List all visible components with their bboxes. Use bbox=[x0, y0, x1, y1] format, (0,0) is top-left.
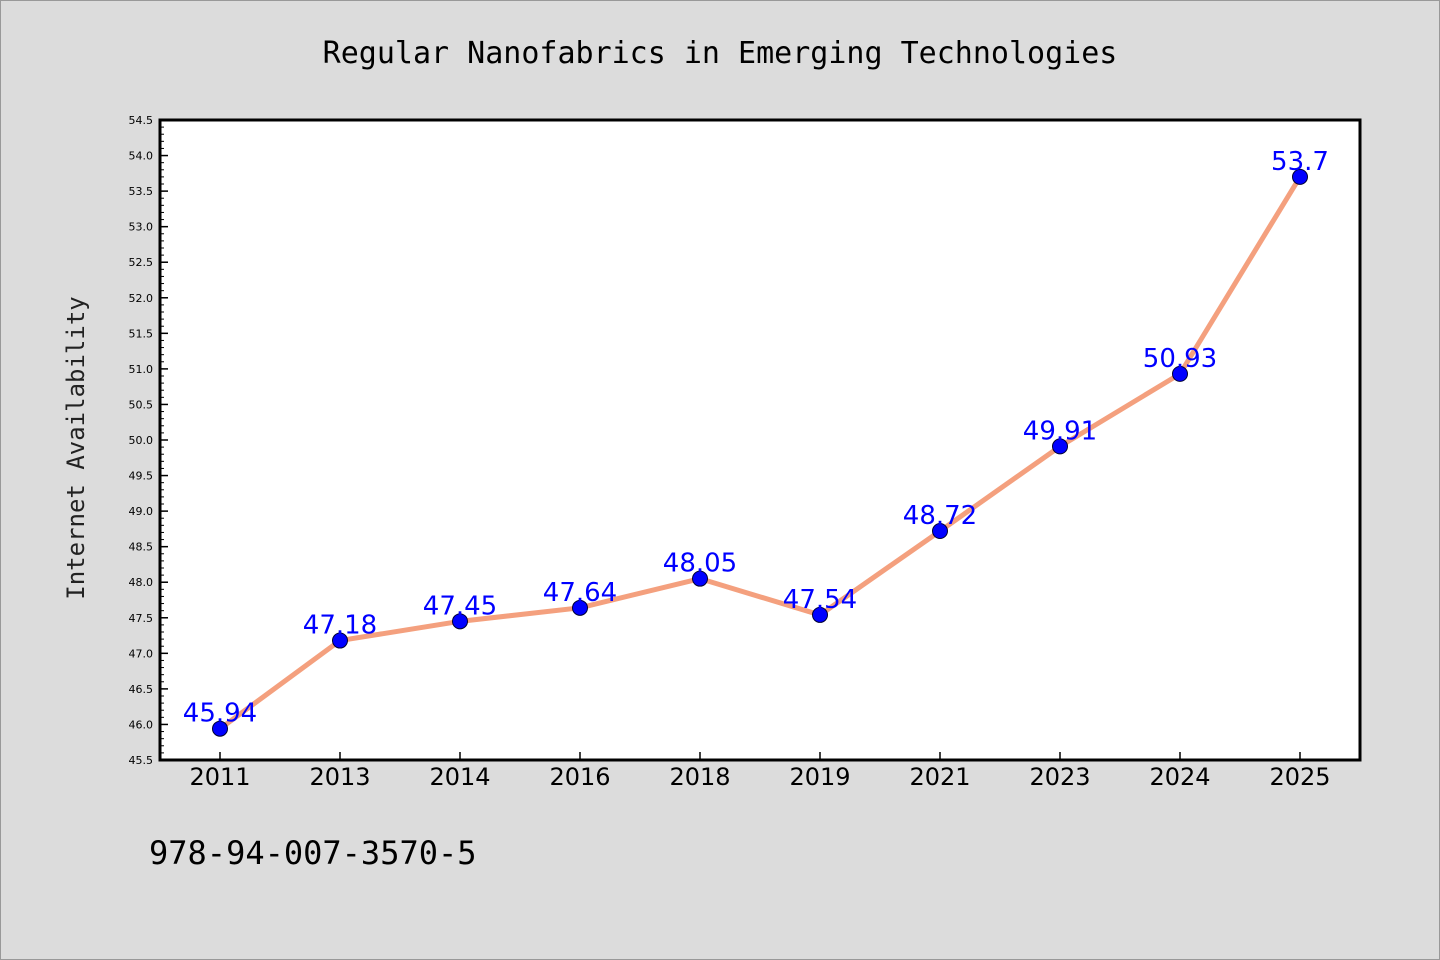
data-point bbox=[932, 523, 948, 540]
y-tick-label: 48.5 bbox=[129, 541, 154, 554]
x-tick-label: 2021 bbox=[909, 763, 970, 791]
x-tick-label: 2024 bbox=[1149, 763, 1210, 791]
series-line bbox=[217, 174, 1303, 732]
data-point bbox=[572, 599, 588, 616]
data-point bbox=[1172, 365, 1188, 382]
x-tick-label: 2023 bbox=[1029, 763, 1090, 791]
y-axis-label: Internet Availability bbox=[62, 296, 90, 599]
y-tick-label: 49.0 bbox=[129, 505, 154, 518]
y-minor-ticks bbox=[160, 119, 164, 761]
data-point bbox=[1292, 168, 1308, 185]
data-label: 47.64 bbox=[543, 578, 617, 608]
y-tick-label: 50.0 bbox=[129, 434, 154, 447]
x-tick-label: 2013 bbox=[309, 763, 370, 791]
x-tick-label: 2019 bbox=[789, 763, 850, 791]
data-label: 49.91 bbox=[1023, 416, 1097, 446]
y-tick-label: 54.0 bbox=[129, 150, 154, 163]
y-tick-label: 49.5 bbox=[129, 470, 154, 483]
x-tick-label: 2014 bbox=[429, 763, 490, 791]
data-labels: 45.94 47.18 47.45 47.64 48.05 47.54 48.72 49.91… bbox=[183, 147, 1329, 729]
footnote-isbn: 978-94-007-3570-5 bbox=[149, 834, 477, 872]
data-point bbox=[452, 613, 468, 630]
data-point bbox=[212, 720, 228, 737]
y-tick-label: 45.5 bbox=[129, 754, 154, 767]
y-tick-label: 53.0 bbox=[129, 221, 154, 234]
chart-title: Regular Nanofabrics in Emerging Technolo… bbox=[323, 36, 1118, 71]
data-label: 53.7 bbox=[1271, 147, 1329, 177]
data-point bbox=[332, 632, 348, 649]
data-point bbox=[692, 570, 708, 587]
y-tick-label: 47.0 bbox=[129, 647, 154, 660]
x-tick-label: 2018 bbox=[669, 763, 730, 791]
y-tick-label: 54.5 bbox=[129, 114, 154, 127]
x-tick-label: 2025 bbox=[1269, 763, 1330, 791]
y-tick-label: 51.0 bbox=[129, 363, 154, 376]
x-tick-label: 2016 bbox=[549, 763, 610, 791]
data-label: 47.54 bbox=[783, 585, 857, 615]
data-label: 45.94 bbox=[183, 699, 257, 729]
y-tick-label: 52.5 bbox=[129, 256, 154, 269]
data-label: 48.05 bbox=[663, 549, 737, 579]
data-point bbox=[812, 606, 828, 623]
y-axis-ticks: 45.5 46.0 46.5 47.0 47.5 48.0 48.5 49.0 49.5 50.0… bbox=[129, 114, 168, 767]
y-tick-label: 47.5 bbox=[129, 612, 154, 625]
data-label: 47.18 bbox=[303, 611, 377, 641]
series-group bbox=[212, 168, 1308, 737]
data-label: 50.93 bbox=[1143, 344, 1217, 374]
y-tick-label: 50.5 bbox=[129, 398, 154, 411]
data-point bbox=[1052, 438, 1068, 455]
y-tick-label: 46.0 bbox=[129, 718, 154, 731]
y-tick-label: 46.5 bbox=[129, 683, 154, 696]
x-axis-ticks: 2011 2013 2014 2016 2018 2019 2021 2023 2024 2025 bbox=[189, 752, 1331, 791]
y-tick-label: 51.5 bbox=[129, 327, 154, 340]
plot-area bbox=[158, 118, 1362, 762]
y-tick-label: 52.0 bbox=[129, 292, 154, 305]
y-tick-label: 48.0 bbox=[129, 576, 154, 589]
data-label: 47.45 bbox=[423, 591, 497, 621]
y-tick-label: 53.5 bbox=[129, 185, 154, 198]
x-tick-label: 2011 bbox=[189, 763, 250, 791]
data-label: 48.72 bbox=[903, 501, 977, 531]
